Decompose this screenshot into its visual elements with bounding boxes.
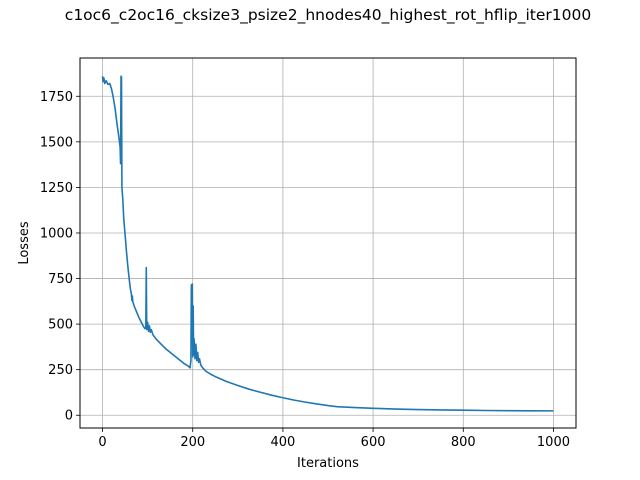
y-tick-label: 1500 (40, 135, 73, 150)
x-axis: 0 200 400 600 800 1000 (98, 428, 570, 450)
x-tick-label: 600 (361, 435, 386, 450)
y-axis-label: Losses (17, 221, 32, 265)
grid (80, 58, 576, 428)
y-tick-label: 1250 (40, 181, 73, 196)
x-tick-label: 200 (180, 435, 205, 450)
loss-series-line (101, 75, 554, 412)
series-group (101, 75, 554, 412)
y-axis: 0 250 500 750 1000 1250 1500 1750 (40, 90, 80, 424)
x-tick-label: 800 (451, 435, 476, 450)
y-tick-label: 250 (48, 363, 73, 378)
x-tick-label: 400 (270, 435, 295, 450)
y-tick-label: 750 (48, 272, 73, 287)
x-tick-label: 1000 (537, 435, 570, 450)
y-tick-label: 1750 (40, 90, 73, 105)
y-tick-label: 1000 (40, 226, 73, 241)
plot-frame (79, 57, 577, 429)
chart-title: c1oc6_c2oc16_cksize3_psize2_hnodes40_hig… (65, 6, 591, 25)
x-tick-label: 0 (98, 435, 106, 450)
y-tick-label: 0 (65, 409, 73, 424)
x-axis-label: Iterations (297, 456, 359, 471)
y-tick-label: 500 (48, 318, 73, 333)
